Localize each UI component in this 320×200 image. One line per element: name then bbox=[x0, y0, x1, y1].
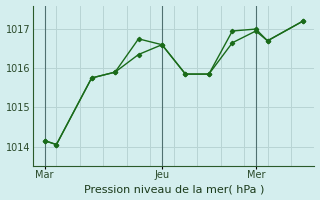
X-axis label: Pression niveau de la mer( hPa ): Pression niveau de la mer( hPa ) bbox=[84, 184, 264, 194]
